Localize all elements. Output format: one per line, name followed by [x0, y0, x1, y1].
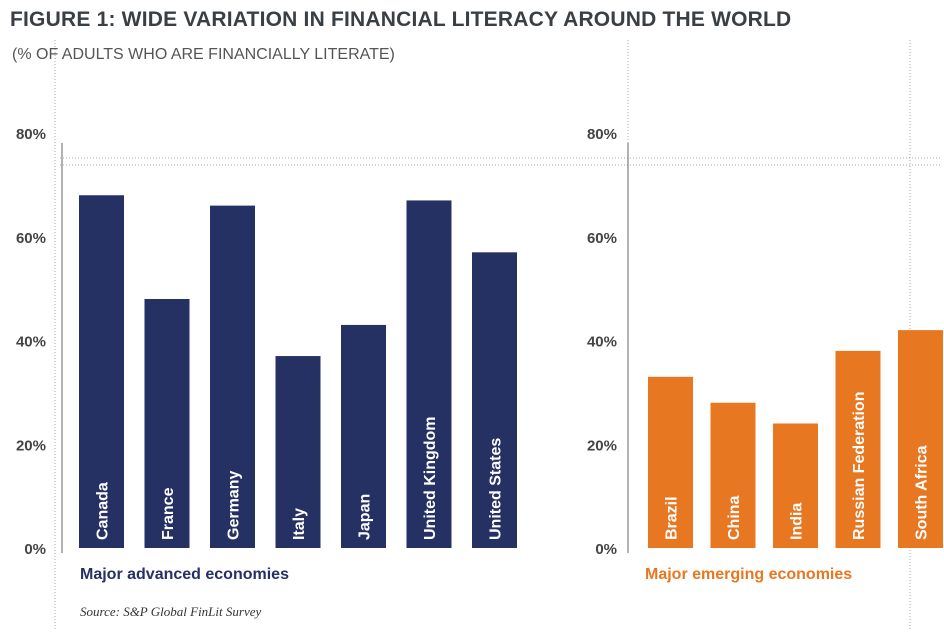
emerging-bar-label: India [789, 503, 806, 540]
advanced-ytick-label: 20% [16, 437, 46, 454]
advanced-bar [341, 324, 386, 548]
advanced-bar [472, 252, 517, 548]
emerging-bar [710, 402, 756, 548]
advanced-bar [210, 205, 255, 548]
emerging-bar [773, 423, 818, 548]
advanced-bar-label: Italy [291, 508, 308, 540]
panel-label-advanced: Major advanced economies [80, 566, 289, 583]
emerging-bar [648, 376, 693, 548]
emerging-ytick-label: 80% [587, 126, 617, 143]
emerging-bar-label: South Africa [914, 445, 931, 540]
emerging-bar-label: Brazil [664, 496, 681, 540]
advanced-bar-label: Japan [357, 494, 374, 540]
advanced-ytick-label: 60% [16, 230, 46, 247]
emerging-ytick-label: 0% [595, 541, 617, 558]
advanced-bar [79, 195, 124, 548]
chart-subtitle: (% OF ADULTS WHO ARE FINANCIALLY LITERAT… [12, 46, 395, 63]
advanced-ytick-label: 80% [16, 126, 46, 143]
emerging-bar-label: China [726, 495, 743, 540]
emerging-bar [898, 330, 943, 548]
emerging-ytick-label: 60% [587, 230, 617, 247]
chart-title: FIGURE 1: WIDE VARIATION IN FINANCIAL LI… [10, 8, 792, 31]
panel-label-emerging: Major emerging economies [645, 566, 853, 583]
advanced-ytick-label: 0% [24, 541, 46, 558]
emerging-bar-label: Russian Federation [851, 392, 868, 540]
advanced-ytick-label: 40% [16, 334, 46, 351]
advanced-bar [144, 299, 190, 548]
emerging-ytick-label: 20% [587, 437, 617, 454]
advanced-bar-label: United States [488, 438, 505, 540]
advanced-bar-label: France [160, 487, 177, 540]
advanced-bar [275, 356, 321, 548]
source-note: Source: S&P Global FinLit Survey [80, 604, 262, 619]
advanced-bar-label: Canada [95, 482, 112, 540]
advanced-bar-label: Germany [226, 471, 243, 540]
emerging-ytick-label: 40% [587, 334, 617, 351]
advanced-bar [406, 200, 452, 548]
emerging-bar [835, 350, 881, 548]
advanced-bar-label: United Kingdom [422, 416, 439, 540]
